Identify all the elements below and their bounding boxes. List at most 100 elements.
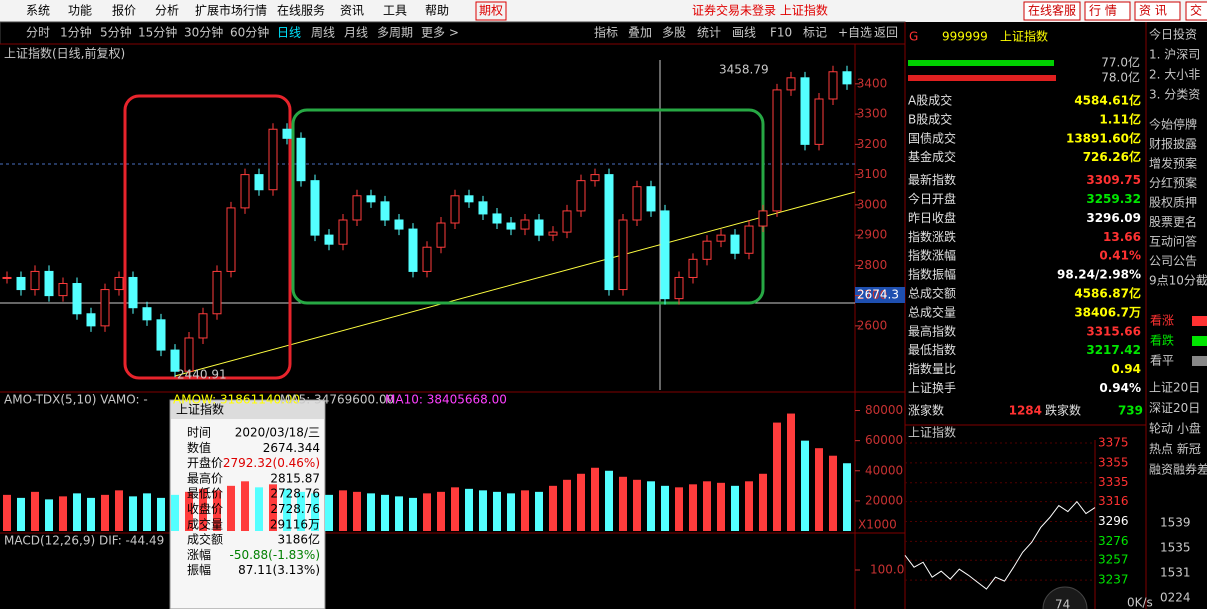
candle (436, 222, 446, 248)
name: 上证指数 (1000, 29, 1048, 44)
side-item[interactable]: 3. 分类资 (1149, 88, 1200, 102)
tooltip-label: 最低价 (187, 487, 223, 501)
menu-item[interactable]: 资讯 (340, 4, 364, 18)
side-tick: 1535 (1160, 541, 1191, 555)
volume-bar (591, 467, 599, 531)
top-button-label[interactable]: 资 讯 (1139, 4, 1167, 18)
quote-label: 总成交量 (908, 304, 956, 319)
side-item[interactable]: 2. 大小非 (1149, 68, 1200, 82)
menu-item[interactable]: 在线服务 (277, 3, 325, 18)
candle (198, 313, 208, 339)
volume-bar (17, 497, 25, 531)
period-button[interactable]: 5分钟 (100, 25, 132, 40)
candle (730, 234, 740, 254)
top-button[interactable] (1084, 1, 1131, 21)
option-tab-label[interactable]: 期权 (479, 4, 503, 18)
chart-title: 上证指数(日线,前复权) (4, 46, 125, 61)
tool-button[interactable]: 返回 (874, 26, 898, 40)
top-button-label[interactable]: 在线客服 (1028, 3, 1076, 18)
menu-item[interactable]: 工具 (383, 4, 407, 18)
speed-gauge (1042, 586, 1088, 609)
tool-button[interactable]: F10 (770, 26, 792, 40)
candle (86, 313, 96, 327)
period-button[interactable]: 多周期 (377, 26, 413, 40)
side-item[interactable]: 分红预案 (1149, 175, 1197, 190)
quote-value: 0.94% (1099, 381, 1141, 395)
menu-item[interactable]: 扩展市场行情 (195, 3, 267, 18)
y-tick-label: 3296 (1098, 514, 1129, 528)
side-item[interactable]: 增发预案 (1149, 156, 1197, 171)
candle (30, 270, 40, 291)
tool-button[interactable]: 标记 (803, 26, 827, 40)
quote-label: 基金成交 (908, 149, 956, 164)
quote-label: 国债成交 (908, 130, 956, 145)
candle (324, 234, 334, 245)
side-item[interactable]: 互动问答 (1149, 234, 1197, 249)
side-item[interactable]: 9点10分截 (1149, 274, 1207, 288)
candle (842, 71, 852, 85)
period-button[interactable]: 更多 > (421, 26, 459, 40)
quote-label: 指数振幅 (908, 267, 956, 282)
side-item[interactable]: 融资融券差 (1149, 462, 1207, 477)
top-button[interactable] (1134, 1, 1181, 21)
menu-item[interactable]: 报价 (112, 3, 136, 18)
side-item[interactable]: 轮动 小盘 (1149, 421, 1201, 436)
period-button[interactable]: 日线 (277, 26, 301, 40)
side-tick: 0224 (1160, 591, 1191, 605)
volume-bar (283, 488, 291, 531)
period-button[interactable]: 30分钟 (184, 25, 223, 40)
option-tab[interactable] (475, 1, 507, 21)
tool-button[interactable]: 指标 (594, 25, 618, 40)
side-item[interactable]: 股权质押 (1149, 196, 1197, 210)
menu-item[interactable]: 系统 (26, 4, 50, 18)
menu-item[interactable]: 帮助 (425, 4, 449, 18)
side-item[interactable]: 热点 新冠 (1149, 441, 1201, 456)
candle (464, 195, 474, 203)
tooltip-label: 成交额 (187, 532, 223, 547)
tooltip-value: 2792.32(0.46%) (223, 456, 320, 470)
menu-item[interactable]: 功能 (68, 4, 92, 18)
top-button[interactable] (1185, 1, 1207, 21)
high-label: 3458.79 (719, 63, 769, 77)
volume-bar (437, 491, 445, 531)
period-button[interactable]: 周线 (311, 26, 335, 40)
tool-button[interactable]: +自选 (838, 26, 872, 40)
top-button-label[interactable]: 交 (1190, 3, 1202, 18)
side-item[interactable]: 财报披露 (1149, 136, 1197, 151)
volume-bar (297, 491, 305, 531)
menu-item[interactable]: 分析 (155, 4, 179, 18)
tool-button[interactable]: 多股 (662, 26, 686, 40)
volume-bar (395, 496, 403, 531)
volume-unit: X1000 (858, 518, 897, 532)
candle (562, 210, 572, 233)
tool-button[interactable]: 叠加 (628, 26, 652, 40)
candle (310, 180, 320, 236)
top-button[interactable] (1023, 1, 1081, 21)
candle (548, 231, 558, 236)
volume-bar (157, 497, 165, 531)
top-button-label[interactable]: 行 情 (1089, 4, 1117, 18)
volume-bar (185, 491, 193, 531)
side-item[interactable]: 今始停牌 (1149, 117, 1197, 132)
side-item[interactable]: 今日投资 (1149, 27, 1197, 42)
period-button[interactable]: 1分钟 (60, 25, 92, 40)
period-button[interactable]: 60分钟 (230, 25, 269, 40)
period-button[interactable]: 月线 (344, 26, 368, 40)
side-item[interactable]: 深证20日 (1149, 401, 1200, 415)
tooltip-label: 开盘价 (187, 455, 223, 470)
tool-button[interactable]: 画线 (732, 26, 756, 40)
quote-value: 3259.32 (1086, 192, 1141, 206)
tooltip-value: 2674.344 (263, 441, 320, 455)
quote-value: 3296.09 (1086, 211, 1141, 225)
side-item[interactable]: 公司公告 (1149, 254, 1197, 268)
volume-bar (87, 497, 95, 531)
side-item[interactable]: 上证20日 (1149, 381, 1200, 395)
tool-button[interactable]: 统计 (697, 26, 721, 40)
period-button[interactable]: 分时 (26, 26, 50, 40)
period-button[interactable]: 15分钟 (138, 25, 177, 40)
side-item[interactable]: 股票更名 (1149, 214, 1197, 229)
tooltip-value: 2815.87 (270, 471, 320, 485)
side-item[interactable]: 1. 沪深司 (1149, 48, 1200, 62)
volume-bar (325, 494, 333, 531)
